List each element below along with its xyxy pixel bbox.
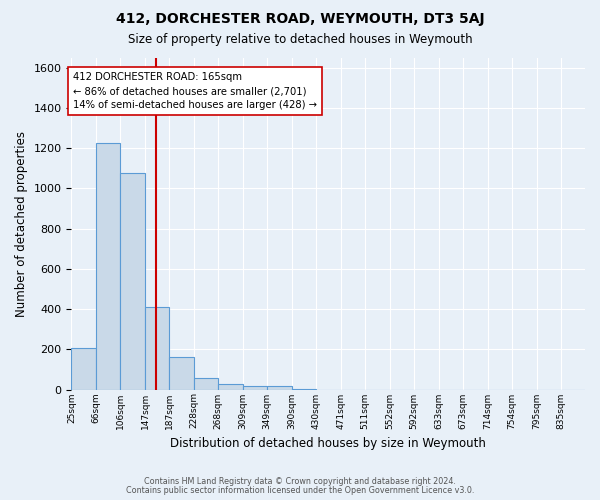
Bar — [96, 143, 121, 390]
Bar — [169, 358, 194, 390]
Bar — [121, 173, 145, 390]
Bar — [292, 388, 316, 390]
Bar — [194, 378, 218, 390]
Bar — [218, 384, 243, 390]
Text: 412 DORCHESTER ROAD: 165sqm
← 86% of detached houses are smaller (2,701)
14% of : 412 DORCHESTER ROAD: 165sqm ← 86% of det… — [73, 72, 317, 110]
Bar — [71, 348, 96, 390]
Text: Size of property relative to detached houses in Weymouth: Size of property relative to detached ho… — [128, 32, 472, 46]
Bar — [145, 307, 169, 390]
Bar — [243, 386, 267, 390]
Text: 412, DORCHESTER ROAD, WEYMOUTH, DT3 5AJ: 412, DORCHESTER ROAD, WEYMOUTH, DT3 5AJ — [116, 12, 484, 26]
Y-axis label: Number of detached properties: Number of detached properties — [15, 130, 28, 316]
Bar — [267, 386, 292, 390]
Text: Contains public sector information licensed under the Open Government Licence v3: Contains public sector information licen… — [126, 486, 474, 495]
Text: Contains HM Land Registry data © Crown copyright and database right 2024.: Contains HM Land Registry data © Crown c… — [144, 477, 456, 486]
X-axis label: Distribution of detached houses by size in Weymouth: Distribution of detached houses by size … — [170, 437, 486, 450]
